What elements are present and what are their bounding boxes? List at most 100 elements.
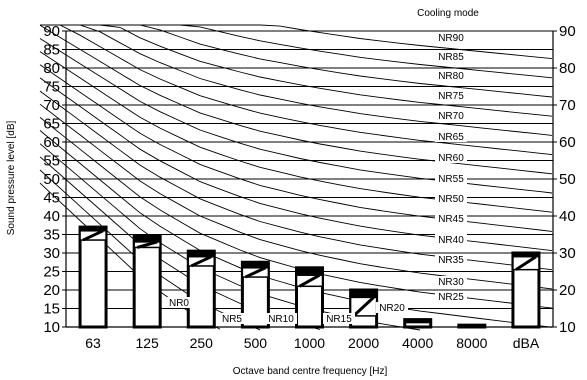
- nr-label-nr85: NR85: [438, 52, 464, 63]
- nr-label-bg: [323, 313, 355, 324]
- bar-63: [78, 225, 108, 329]
- nr-label-nr35: NR35: [438, 255, 464, 266]
- y-tick-label-right: 70: [559, 97, 576, 114]
- bar-hatch-250: [190, 255, 212, 268]
- chart-title: Cooling mode: [417, 8, 479, 19]
- bar-top-band-dBA: [512, 253, 539, 257]
- nr-label-nr80: NR80: [438, 71, 464, 82]
- y-tick-label-right: 40: [559, 208, 576, 225]
- y-tick-label-right: 50: [559, 171, 576, 188]
- y-tick-label: 10: [43, 319, 60, 336]
- x-tick-labels: 63 125 250 500 1000 2000 4000 8000 dBA: [85, 335, 540, 351]
- x-tick-label-1000: 1000: [294, 335, 325, 351]
- bar-top-band-125: [134, 236, 161, 242]
- y-tick-label: 20: [43, 282, 60, 299]
- nr-labels: NR0 NR5 NR10 NR15 NR20 NR25 NR30 NR35 NR40 NR45 NR…: [163, 32, 467, 325]
- x-tick-label-8000: 8000: [456, 335, 487, 351]
- bar-hatch-125: [136, 240, 158, 249]
- y-tick-label: 35: [43, 227, 60, 244]
- nr-label-bg: [435, 51, 467, 62]
- bar-hatch-1000: [298, 273, 321, 288]
- y-tick-label-right: 60: [559, 134, 576, 151]
- nr-label-bg: [435, 32, 467, 43]
- y-tick-labels-right: 10 20 30 40 50 60 70 80 90: [559, 23, 576, 336]
- bar-top-band-500: [242, 262, 269, 268]
- nr-label-nr75: NR75: [438, 91, 464, 102]
- nr-label-bg: [435, 152, 467, 163]
- nr-curve-nr45: [39, 64, 553, 232]
- nr-label-bg: [435, 291, 467, 302]
- y-tick-label: 85: [43, 42, 60, 59]
- bar-top-band-2000: [350, 290, 377, 298]
- y-tick-label: 55: [43, 153, 60, 170]
- nr-label-nr15: NR15: [326, 314, 352, 325]
- nr-label-nr20: NR20: [379, 303, 405, 314]
- y-tick-label: 15: [43, 301, 60, 318]
- nr-label-nr25: NR25: [438, 292, 464, 303]
- bar-hatch-500: [244, 266, 267, 279]
- nr-label-bg: [435, 131, 467, 142]
- x-tick-label-125: 125: [135, 335, 159, 351]
- y-tick-label: 50: [43, 171, 60, 188]
- y-tick-label-right: 80: [559, 60, 576, 77]
- nr-label-bg: [376, 302, 408, 313]
- nr-label-nr60: NR60: [438, 153, 464, 164]
- nr-label-nr65: NR65: [438, 132, 464, 143]
- nr-label-nr70: NR70: [438, 111, 464, 122]
- nr-curve-nr90: [40, 24, 553, 60]
- nr-label-bg: [435, 110, 467, 121]
- x-tick-label-4000: 4000: [402, 335, 433, 351]
- y-tick-label-right: 30: [559, 245, 576, 262]
- y-tick-label: 70: [43, 97, 60, 114]
- nr-curve-nr55: [39, 38, 553, 194]
- nr-label-nr5: NR5: [222, 314, 242, 325]
- nr-label-nr55: NR55: [438, 174, 464, 185]
- nr-label-bg: [163, 297, 195, 308]
- nr-curve-nr75: [40, 24, 553, 117]
- nr-label-bg: [435, 254, 467, 265]
- y-tick-label: 45: [43, 190, 60, 207]
- nr-label-bg: [265, 313, 297, 324]
- nr-curves: [39, 24, 553, 331]
- nr-label-nr40: NR40: [438, 235, 464, 246]
- bar-125: [132, 234, 162, 329]
- bar-top-band-1000: [296, 267, 323, 276]
- bar-top-band-8000: [458, 325, 485, 327]
- x-tick-label-dBA: dBA: [513, 335, 540, 351]
- y-tick-label: 80: [43, 60, 60, 77]
- nr-label-bg: [435, 193, 467, 204]
- bar-top-band-63: [80, 227, 107, 231]
- nr-label-bg: [435, 173, 467, 184]
- y-axis-label: Sound pressure level [dB]: [6, 121, 17, 236]
- nr-label-nr10: NR10: [268, 314, 294, 325]
- nr-label-bg: [435, 234, 467, 245]
- bar-top-band-4000: [404, 319, 431, 324]
- y-tick-label: 25: [43, 264, 60, 281]
- y-tick-label-right: 20: [559, 282, 576, 299]
- nr-label-nr90: NR90: [438, 33, 464, 44]
- bar-hatch-63: [82, 229, 104, 242]
- y-tick-label-right: 10: [559, 319, 576, 336]
- bar-hatch-2000: [352, 296, 375, 318]
- nr-label-nr0: NR0: [169, 298, 189, 309]
- x-tick-label-500: 500: [244, 335, 268, 351]
- nr-label-nr30: NR30: [438, 277, 464, 288]
- nr-label-bg: [435, 70, 467, 81]
- nr-curve-nr35: [39, 90, 553, 271]
- y-tick-label: 90: [43, 23, 60, 40]
- nr-label-bg: [216, 313, 248, 324]
- y-tick-label-right: 90: [559, 23, 576, 40]
- bar-hatch-dBA: [515, 255, 537, 271]
- nr-curve-nr65: [40, 24, 553, 156]
- y-tick-label: 30: [43, 245, 60, 262]
- y-tick-label: 65: [43, 116, 60, 133]
- bar-top-band-250: [188, 251, 215, 257]
- x-tick-label-250: 250: [190, 335, 214, 351]
- bars: [78, 225, 541, 329]
- y-tick-label: 40: [43, 208, 60, 225]
- x-tick-label-63: 63: [85, 335, 101, 351]
- y-tick-label: 60: [43, 134, 60, 151]
- nr-curve-nr30: [39, 103, 553, 290]
